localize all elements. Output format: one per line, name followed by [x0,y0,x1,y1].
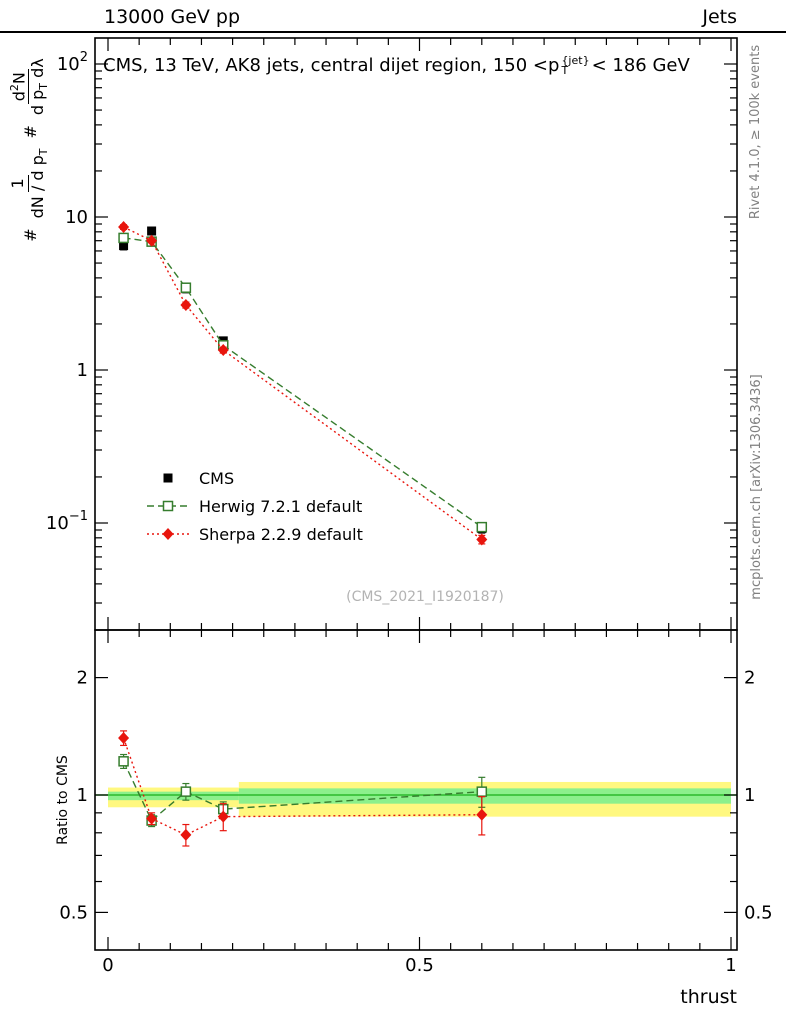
main-y-tick-label: 10 [65,207,88,228]
main-y-tick-label: 10−1 [46,509,88,534]
main-y-axis-label: # 1 dN / d pT # d2N d pT dλ [0,25,62,275]
legend-item-sherpa-2-2-9-default: Sherpa 2.2.9 default [146,520,363,548]
square-open-icon [147,500,189,512]
mcplots-reference-label: mcplots.cern.ch [arXiv:1306.3436] [749,374,764,600]
series-sherpa-2-2-9-default [118,221,488,546]
fraction-denominator: d pT dλ [28,58,51,116]
band-green [108,791,239,801]
differential-fraction: d2N d pT dλ [8,58,52,116]
ratio-y-axis-label: Ratio to CMS [55,755,71,845]
tick-labels: 102 10 1 10−1 2 2 1 1 0.5 0.5 0 0.5 1 [46,50,773,976]
square-filled-icon [163,473,173,483]
diamond-filled-icon [147,528,189,540]
ratio-y-tick-label: 0.5 [744,902,773,923]
plot-title-prefix: CMS, 13 TeV, AK8 jets, central dijet reg… [103,55,560,76]
x-tick-label: 0 [102,955,113,976]
x-axis-label: thrust [680,986,737,1008]
main-y-tick-label: 1 [77,360,88,381]
fraction-denominator: dN / d pT [27,148,50,219]
plot-title: CMS, 13 TeV, AK8 jets, central dijet reg… [103,53,690,77]
fraction-numerator: d2N [8,69,30,105]
beam-energy-label: 13000 GeV pp [104,6,241,28]
ratio-y-tick-label: 2 [744,668,755,689]
main-y-tick-label: 102 [57,50,88,75]
axis-ticks [95,38,737,950]
ratio-uncertainty-bands [95,781,737,817]
x-tick-label: 1 [725,955,736,976]
hash-symbol: # [20,125,40,139]
series-sherpa-2-2-9-default [118,730,488,847]
legend-label: Sherpa 2.2.9 default [199,524,363,544]
series-line [122,737,482,836]
rivet-version-label: Rivet 4.1.0, ≥ 100k events [748,44,763,220]
ratio-y-tick-label: 1 [744,785,755,806]
legend-item-cms: CMS [146,464,363,492]
legend-label: Herwig 7.2.1 default [199,496,363,516]
pt-jet-subscript: T [561,63,569,77]
pt-jet-symbol: {jet} T [561,53,590,77]
hash-symbol: # [20,228,40,242]
analysis-group-label: Jets [702,6,737,28]
legend-label: CMS [199,468,235,488]
ratio-y-tick-label: 0.5 [59,902,88,923]
normalization-fraction: 1 dN / d pT [8,148,50,219]
fraction-numerator: 1 [8,175,29,192]
ratio-y-tick-label: 1 [77,785,88,806]
plot-title-suffix: < 186 GeV [591,55,690,76]
analysis-id-watermark: (CMS_2021_I1920187) [346,589,504,605]
series-line [123,226,483,541]
ratio-y-tick-label: 2 [77,668,88,689]
header-rule [0,31,786,33]
ratio-plot-frame [94,629,738,951]
x-tick-label: 0.5 [405,955,434,976]
series-line [123,237,483,528]
legend: CMS Herwig 7.2.1 default Sherpa 2.2.9 defa… [146,464,363,548]
legend-item-herwig-7-2-1-default: Herwig 7.2.1 default [146,492,363,520]
pt-jet-superscript: {jet} [561,53,590,67]
